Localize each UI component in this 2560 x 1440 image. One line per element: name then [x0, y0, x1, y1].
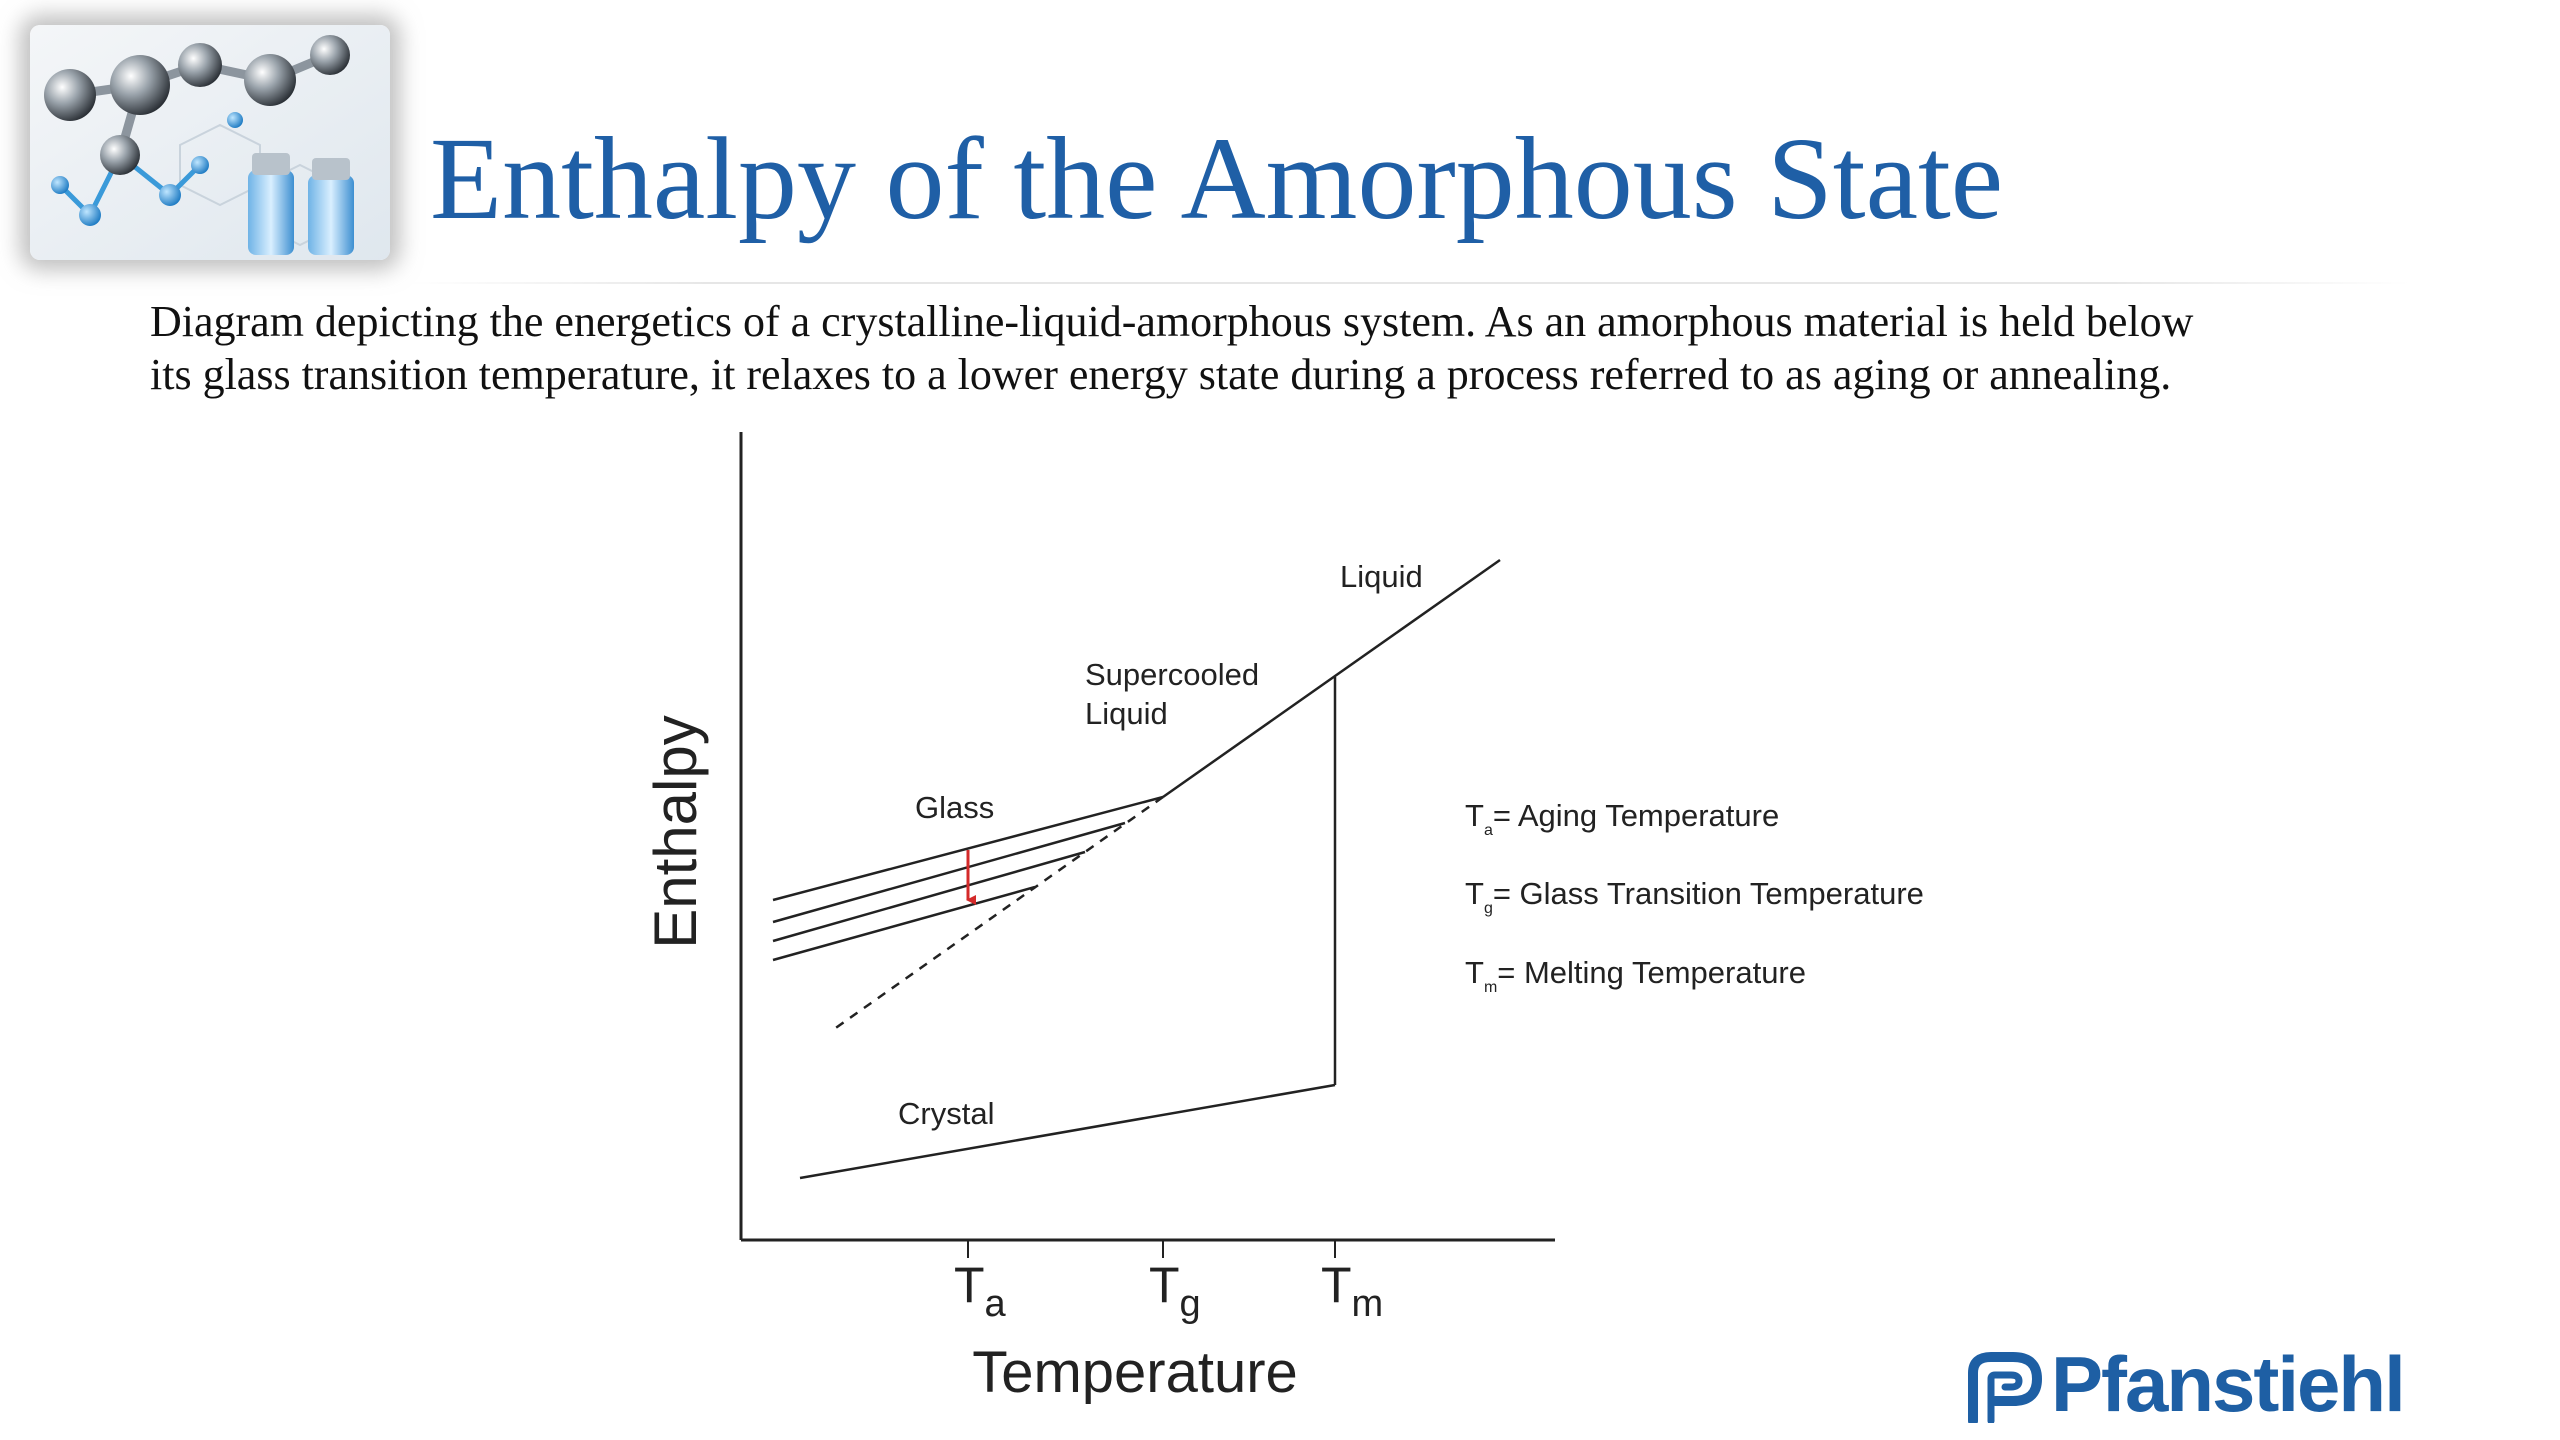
legend-ta-main: T	[1465, 798, 1484, 833]
legend-ta-sub: a	[1484, 822, 1493, 839]
y-axis-title: Enthalpy	[642, 715, 709, 949]
header-molecule-image	[30, 25, 390, 260]
liquid-line	[1162, 558, 1501, 799]
legend-item-tm: Tm= Melting Temperature	[1465, 955, 1806, 996]
description-line-1: Diagram depicting the energetics of a cr…	[150, 297, 2194, 346]
tick-label-tg-sub: g	[1180, 1283, 1201, 1325]
legend-ta-text: = Aging Temperature	[1493, 798, 1779, 833]
tick-label-tg-main: T	[1149, 1257, 1180, 1313]
brand-name: Pfanstiehl	[2051, 1340, 2406, 1428]
legend-item-ta: Ta= Aging Temperature	[1465, 798, 1779, 839]
crystal-line	[799, 1083, 1336, 1180]
molecule-vials-illustration	[30, 25, 390, 260]
glass-line-4	[772, 885, 1036, 962]
tick-label-ta-sub: a	[985, 1283, 1007, 1325]
pfanstiehl-logo: Pfanstiehl	[1965, 1345, 2425, 1425]
label-crystal: Crystal	[898, 1096, 994, 1131]
tick-label-ta: Ta	[954, 1257, 1007, 1325]
legend-tg-main: T	[1465, 876, 1484, 911]
label-supercooled-line1: Supercooled	[1085, 657, 1259, 692]
glass-line-3	[772, 850, 1086, 943]
tick-label-tg: Tg	[1149, 1257, 1201, 1325]
tick-label-ta-main: T	[954, 1257, 985, 1313]
legend-tm-text: = Melting Temperature	[1497, 955, 1806, 990]
supercooled-extrapolation-dashed-line	[829, 795, 1164, 1034]
label-liquid: Liquid	[1340, 559, 1423, 594]
tick-label-tm: Tm	[1321, 1257, 1383, 1325]
label-glass: Glass	[915, 790, 994, 825]
label-supercooled-line2: Liquid	[1085, 696, 1168, 731]
page-title: Enthalpy of the Amorphous State	[430, 113, 2004, 244]
title-divider	[410, 282, 2410, 284]
legend-item-tg: Tg= Glass Transition Temperature	[1465, 876, 1924, 917]
legend-tm-main: T	[1465, 955, 1484, 990]
tick-label-tm-sub: m	[1352, 1283, 1384, 1325]
tick-label-tm-main: T	[1321, 1257, 1352, 1313]
glass-line-1	[772, 795, 1164, 902]
glass-line-2	[772, 821, 1126, 924]
legend-tg-text: = Glass Transition Temperature	[1493, 876, 1924, 911]
legend-tm-sub: m	[1484, 979, 1497, 996]
x-axis-title: Temperature	[972, 1340, 1298, 1405]
description-line-2: its glass transition temperature, it rel…	[150, 350, 2172, 399]
pfanstiehl-mark-icon	[1968, 1352, 2043, 1423]
legend-tg-sub: g	[1484, 900, 1493, 917]
